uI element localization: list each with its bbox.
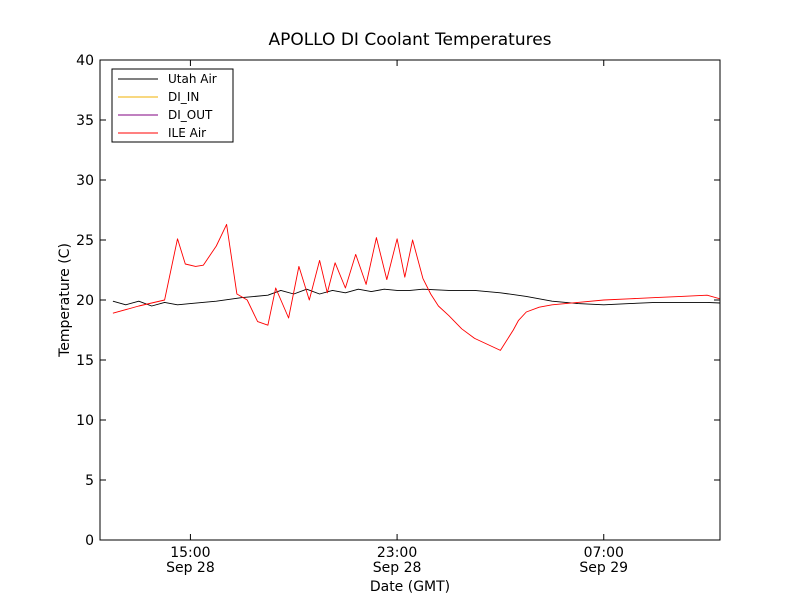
y-tick-label: 30 [76,173,94,189]
x-tick-time-label: 15:00 [170,545,210,561]
legend-label: ILE Air [168,126,206,140]
legend-box [111,68,234,143]
x-tick-time-label: 23:00 [377,545,417,561]
x-tick-date-label: Sep 28 [166,560,215,576]
series-line-utah-air [112,288,720,307]
y-tick-label: 5 [85,473,94,489]
series-line-ile-air [112,223,720,351]
legend: Utah Air DI_IN DI_OUT ILE Air [111,68,234,143]
y-tick-label: 15 [76,353,94,369]
y-tick-label: 40 [76,53,94,69]
y-tick-label: 20 [76,293,94,309]
y-tick-label: 35 [76,113,94,129]
series-layer [112,223,720,351]
y-tick-label: 25 [76,233,94,249]
x-tick-time-label: 07:00 [584,545,624,561]
y-tick-label: 10 [76,413,94,429]
legend-label: DI_OUT [168,108,213,122]
x-tick-date-label: Sep 29 [579,560,628,576]
x-tick-date-label: Sep 28 [373,560,422,576]
y-tick-label: 0 [85,533,94,549]
y-axis-label: Temperature (C) [57,243,73,358]
legend-label: DI_IN [168,90,199,104]
legend-label: Utah Air [168,72,217,86]
y-axis: 0 5 10 15 20 25 30 35 40 [76,53,720,549]
x-axis-label: Date (GMT) [370,579,450,595]
chart-title: APOLLO DI Coolant Temperatures [268,30,551,50]
